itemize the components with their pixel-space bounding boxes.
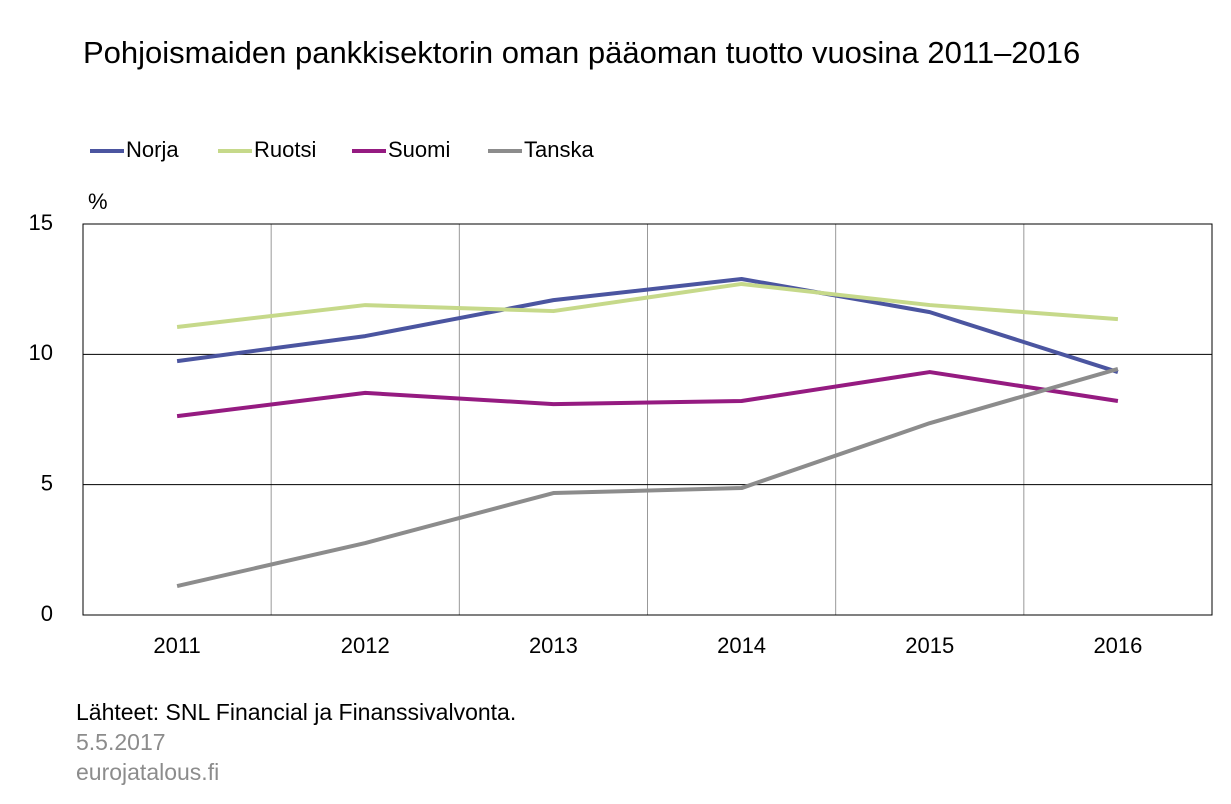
chart-title: Pohjoismaiden pankkisektorin oman pääoma… [83, 35, 1081, 70]
y-tick-label: 5 [41, 470, 53, 495]
x-tick-label: 2012 [341, 633, 390, 658]
y-tick-label: 15 [29, 210, 53, 235]
date-note: 5.5.2017 [76, 729, 166, 755]
x-tick-label: 2016 [1093, 633, 1142, 658]
y-tick-label: 0 [41, 601, 53, 626]
site-note: eurojatalous.fi [76, 759, 220, 785]
legend-label: Ruotsi [254, 137, 316, 162]
legend-label: Tanska [524, 137, 594, 162]
x-tick-label: 2015 [905, 633, 954, 658]
series-line [176, 370, 1119, 419]
x-tick-label: 2013 [529, 633, 578, 658]
y-unit: % [88, 189, 108, 214]
x-tick-label: 2011 [153, 633, 200, 658]
series-line [176, 367, 1119, 589]
y-tick-label: 10 [29, 340, 53, 365]
x-tick-label: 2014 [717, 633, 766, 658]
series-line [176, 281, 1119, 329]
legend-label: Suomi [388, 137, 450, 162]
series-line [176, 277, 1119, 374]
source-note: Lähteet: SNL Financial ja Finanssivalvon… [76, 699, 517, 725]
legend-label: Norja [126, 137, 179, 162]
plot-frame [82, 223, 1213, 616]
